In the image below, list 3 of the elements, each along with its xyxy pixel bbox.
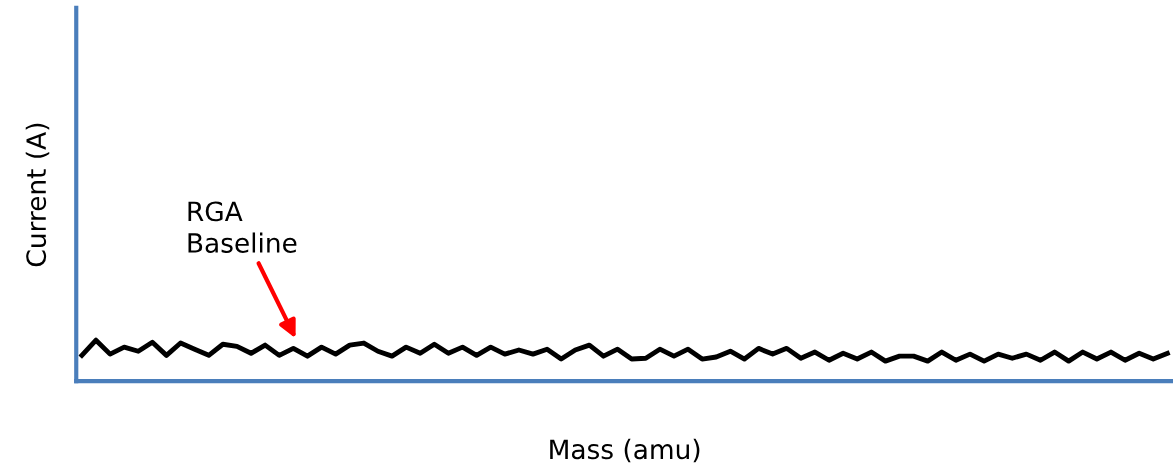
x-axis-title: Mass (amu) — [550, 438, 700, 463]
y-axis-title: Current (A) — [25, 123, 50, 267]
text: RGA Baseline — [188, 201, 297, 253]
